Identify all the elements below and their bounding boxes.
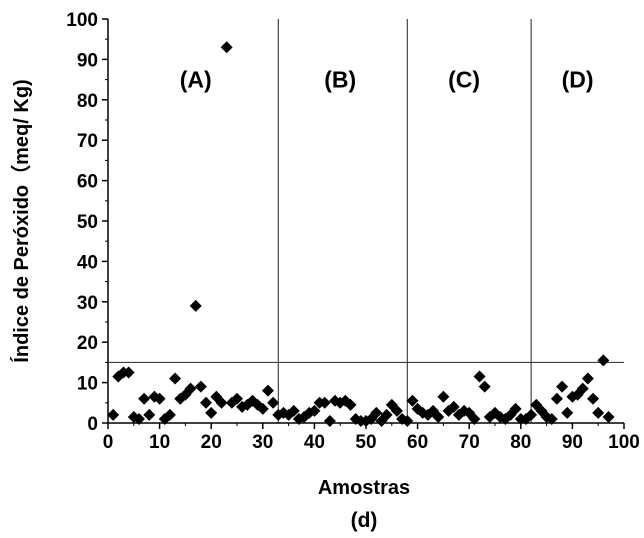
data-point (194, 380, 207, 393)
data-point (592, 406, 605, 419)
data-point (432, 410, 445, 423)
data-point (473, 370, 486, 383)
y-tick-label: 0 (87, 414, 98, 435)
data-point (323, 414, 336, 427)
x-tick-label: 70 (459, 432, 480, 453)
data-point (370, 406, 383, 419)
x-tick-label: 80 (510, 432, 531, 453)
data-point (468, 412, 481, 425)
data-point (447, 400, 460, 413)
data-point (401, 414, 414, 427)
data-point (138, 392, 151, 405)
data-point (406, 394, 419, 407)
region-label: (D) (562, 67, 594, 93)
data-point (189, 299, 202, 312)
data-point (200, 396, 213, 409)
y-axis-title: Índice de Peróxido（meq/ Kg) (10, 79, 33, 362)
x-tick-label: 10 (149, 432, 170, 453)
region-label: (A) (180, 67, 212, 93)
y-tick-label: 100 (66, 10, 98, 31)
data-point (602, 410, 615, 423)
plot-area: 0 10 20 30 40 50 60 70 80 90 100 0 10 20 30 40 50 60 70 80 9… (66, 10, 640, 453)
data-point (561, 406, 574, 419)
data-point (122, 366, 135, 379)
data-point (478, 380, 491, 393)
x-tick-label: 40 (304, 432, 325, 453)
data-point (287, 404, 300, 417)
y-tick-label: 30 (77, 293, 98, 314)
data-point (267, 396, 280, 409)
data-point (576, 382, 589, 395)
data-point (256, 402, 269, 415)
x-tick-label: 100 (608, 432, 640, 453)
data-point (587, 392, 600, 405)
figure-caption: (d) (351, 509, 378, 532)
data-point (437, 390, 450, 403)
x-tick-label: 30 (252, 432, 273, 453)
y-tick-label: 20 (77, 333, 98, 354)
data-point (556, 380, 569, 393)
y-tick-label: 40 (77, 252, 98, 273)
data-point (545, 412, 558, 425)
x-tick-label: 50 (355, 432, 376, 453)
y-tick-label: 90 (77, 50, 98, 71)
data-point (205, 406, 218, 419)
data-point (597, 354, 610, 367)
region-label: (B) (324, 67, 356, 93)
data-point (132, 412, 145, 425)
data-point (390, 404, 403, 417)
y-tick-label: 80 (77, 91, 98, 112)
data-point (581, 372, 594, 385)
data-point (344, 398, 357, 411)
x-tick-label: 60 (407, 432, 428, 453)
y-tick-label: 50 (77, 212, 98, 233)
data-point (509, 402, 522, 415)
data-point (380, 408, 393, 421)
data-point (550, 392, 563, 405)
data-point (215, 396, 228, 409)
region-label: (C) (448, 67, 480, 93)
data-point (163, 408, 176, 421)
data-point (525, 408, 538, 421)
data-point (169, 372, 182, 385)
x-tick-label: 90 (562, 432, 583, 453)
data-point (184, 382, 197, 395)
data-point (153, 392, 166, 405)
data-point (261, 384, 274, 397)
data-point (308, 404, 321, 417)
data-point (220, 41, 233, 54)
data-point (107, 408, 120, 421)
y-tick-label: 70 (77, 131, 98, 152)
x-axis-title: Amostras (318, 477, 410, 499)
y-tick-label: 60 (77, 172, 98, 193)
data-point (246, 394, 259, 407)
x-tick-label: 20 (201, 432, 222, 453)
x-tick-label: 0 (103, 432, 114, 453)
y-tick-label: 10 (77, 374, 98, 395)
data-point (318, 396, 331, 409)
data-point (231, 392, 243, 405)
data-point (143, 408, 156, 421)
